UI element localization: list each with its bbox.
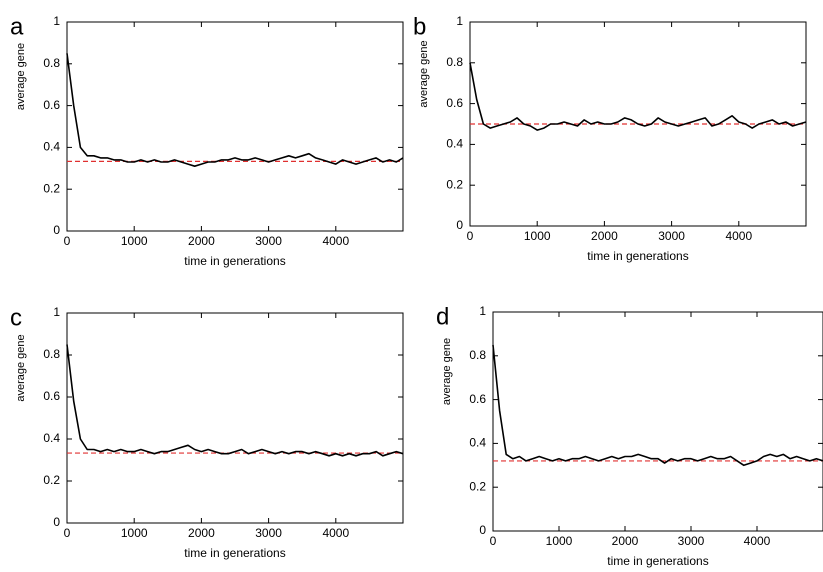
y-tick-label: 0.8	[43, 56, 60, 70]
x-tick-label: 1000	[524, 229, 551, 243]
y-tick-label: 0.8	[469, 348, 486, 362]
x-axis-label: time in generations	[184, 254, 285, 268]
x-tick-label: 2000	[188, 526, 215, 540]
x-axis-label: time in generations	[184, 546, 285, 560]
y-tick-label: 0	[53, 223, 60, 237]
y-tick-label: 0.2	[43, 181, 60, 195]
y-tick-label: 0.6	[43, 389, 60, 403]
y-tick-label: 0.2	[469, 479, 486, 493]
y-tick-label: 0.2	[43, 473, 60, 487]
y-tick-label: 0.4	[43, 431, 60, 445]
y-tick-label: 0.8	[446, 55, 463, 69]
x-axis-label: time in generations	[607, 554, 708, 568]
data-line	[66, 53, 404, 167]
x-tick-label: 4000	[725, 229, 752, 243]
x-tick-label: 3000	[678, 534, 705, 548]
x-tick-label: 1000	[546, 534, 573, 548]
x-tick-label: 2000	[612, 534, 639, 548]
y-axis-label: average gene	[441, 338, 453, 405]
y-tick-label: 1	[53, 14, 60, 28]
data-line	[469, 62, 807, 131]
x-tick-label: 1000	[121, 526, 148, 540]
x-tick-label: 4000	[744, 534, 771, 548]
y-axis-label: average gene	[15, 43, 27, 110]
x-tick-label: 0	[467, 229, 474, 243]
data-line	[66, 344, 404, 457]
y-tick-label: 0.4	[469, 436, 486, 450]
x-tick-label: 3000	[658, 229, 685, 243]
x-tick-label: 4000	[322, 526, 349, 540]
y-tick-label: 1	[479, 304, 486, 318]
x-tick-label: 2000	[591, 229, 618, 243]
x-tick-label: 0	[490, 534, 497, 548]
data-line	[492, 344, 823, 467]
x-tick-label: 1000	[121, 234, 148, 248]
y-tick-label: 0	[456, 218, 463, 232]
y-tick-label: 0.8	[43, 347, 60, 361]
plot-frame	[66, 312, 404, 524]
y-tick-label: 0	[479, 523, 486, 537]
y-axis-label: average gene	[418, 40, 430, 107]
panel-label: a	[10, 13, 24, 40]
x-tick-label: 0	[64, 526, 71, 540]
plot-frame	[66, 21, 404, 232]
x-axis-label: time in generations	[587, 249, 688, 263]
x-tick-label: 4000	[322, 234, 349, 248]
y-axis-label: average gene	[15, 334, 27, 401]
x-tick-label: 3000	[255, 234, 282, 248]
y-tick-label: 0.6	[469, 392, 486, 406]
x-tick-label: 2000	[188, 234, 215, 248]
y-tick-label: 0.2	[446, 177, 463, 191]
panel-label: c	[10, 304, 22, 331]
x-tick-label: 3000	[255, 526, 282, 540]
y-tick-label: 0.4	[446, 137, 463, 151]
panel-label: d	[436, 303, 449, 330]
plot-frame	[492, 311, 823, 532]
y-tick-label: 0.6	[43, 98, 60, 112]
y-tick-label: 0	[53, 515, 60, 529]
x-tick-label: 0	[64, 234, 71, 248]
y-tick-label: 0.6	[446, 96, 463, 110]
y-tick-label: 1	[456, 14, 463, 28]
panel-label: b	[413, 13, 426, 40]
y-tick-label: 1	[53, 305, 60, 319]
y-tick-label: 0.4	[43, 140, 60, 154]
